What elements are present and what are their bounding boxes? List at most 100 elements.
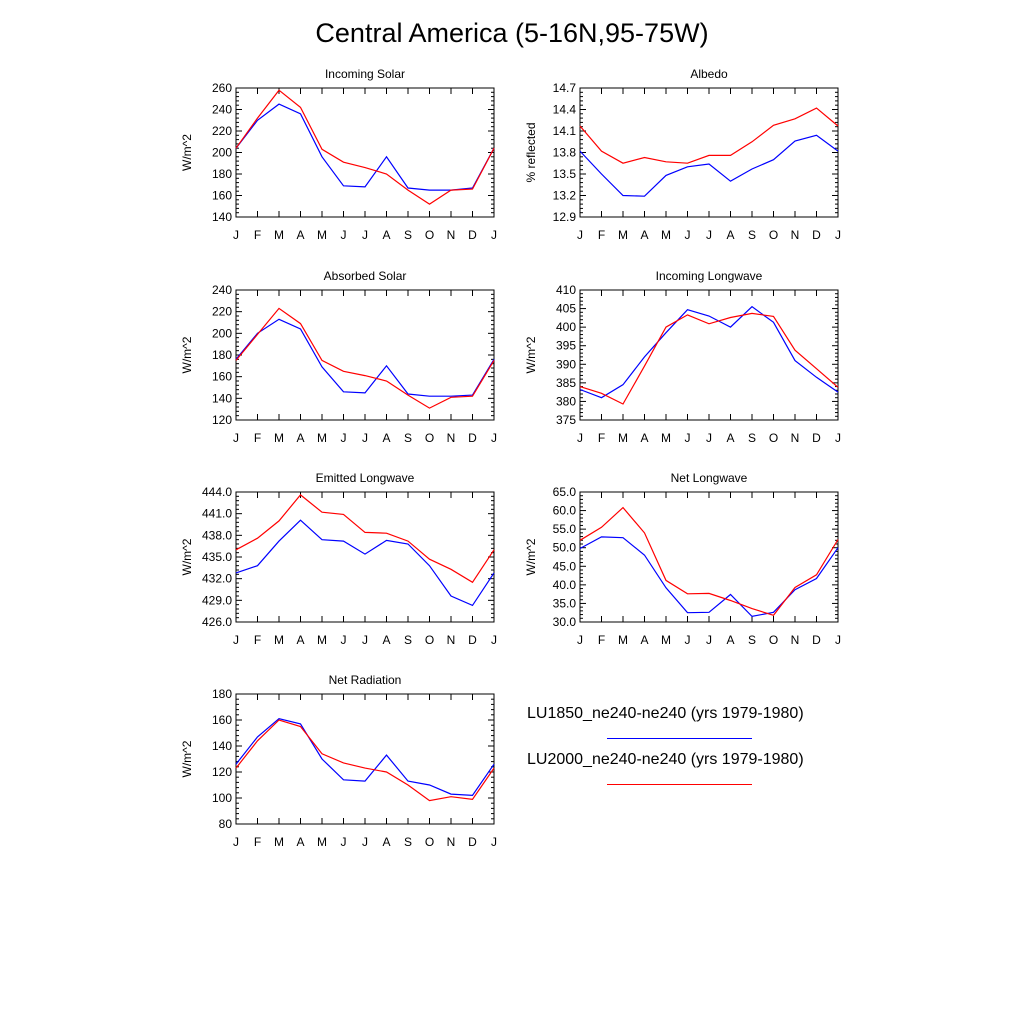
x-tick-label: S (404, 633, 412, 647)
x-tick-label: F (598, 228, 605, 242)
x-tick-label: N (447, 835, 456, 849)
y-tick-label: 140 (212, 391, 232, 405)
y-tick-label: 14.7 (553, 81, 577, 95)
x-tick-label: J (685, 228, 691, 242)
y-tick-label: 120 (212, 765, 232, 779)
x-tick-label: J (491, 228, 497, 242)
x-tick-label: J (362, 835, 368, 849)
x-tick-label: S (404, 228, 412, 242)
x-tick-label: A (640, 633, 648, 647)
y-tick-label: 180 (212, 687, 232, 701)
x-tick-label: M (618, 228, 628, 242)
x-tick-label: J (491, 431, 497, 445)
y-tick-label: 240 (212, 103, 232, 117)
x-tick-label: D (468, 835, 477, 849)
y-tick-label: 200 (212, 326, 232, 340)
panel-title: Net Radiation (329, 673, 402, 687)
panel-4: Incoming Longwave W/m^2 375 380 385 390 395 400… (524, 269, 841, 445)
x-tick-label: J (491, 835, 497, 849)
x-tick-label: D (468, 228, 477, 242)
x-tick-label: M (317, 633, 327, 647)
panel-title: Net Longwave (671, 471, 748, 485)
x-tick-label: A (382, 431, 390, 445)
y-axis-label: W/m^2 (524, 336, 538, 373)
x-tick-label: O (425, 835, 434, 849)
y-tick-label: 160 (212, 189, 232, 203)
x-tick-label: S (404, 431, 412, 445)
y-tick-label: 405 (556, 302, 576, 316)
x-tick-label: M (274, 228, 284, 242)
y-tick-label: 14.1 (553, 124, 577, 138)
plot-frame (579, 87, 839, 218)
x-tick-label: J (362, 431, 368, 445)
y-tick-label: 12.9 (553, 210, 577, 224)
x-tick-label: F (254, 633, 261, 647)
x-tick-label: J (835, 228, 841, 242)
y-axis-label: W/m^2 (524, 538, 538, 575)
x-tick-label: J (233, 835, 239, 849)
x-tick-label: J (341, 633, 347, 647)
series-line-1 (579, 305, 839, 399)
y-tick-label: 395 (556, 339, 576, 353)
x-tick-label: J (685, 633, 691, 647)
x-tick-label: J (362, 633, 368, 647)
panel-title: Emitted Longwave (316, 471, 415, 485)
series-line-1 (235, 318, 495, 397)
y-tick-label: 50.0 (553, 541, 577, 555)
series-line-2 (235, 494, 495, 584)
y-tick-label: 390 (556, 357, 576, 371)
x-tick-label: M (317, 835, 327, 849)
y-axis-label: % reflected (524, 122, 538, 182)
series-line-1 (235, 519, 495, 607)
y-tick-label: 13.8 (553, 146, 577, 160)
x-tick-label: O (425, 228, 434, 242)
y-tick-label: 65.0 (553, 485, 577, 499)
x-tick-label: D (812, 228, 821, 242)
plot-frame (235, 491, 495, 623)
x-tick-label: A (382, 633, 390, 647)
y-tick-label: 410 (556, 283, 576, 297)
x-tick-label: A (296, 431, 304, 445)
y-tick-label: 100 (212, 791, 232, 805)
y-tick-label: 45.0 (553, 559, 577, 573)
x-tick-label: J (341, 835, 347, 849)
y-tick-label: 435.0 (202, 550, 232, 564)
y-tick-label: 220 (212, 124, 232, 138)
y-tick-label: 385 (556, 376, 576, 390)
series-line-1 (235, 718, 495, 797)
x-tick-label: A (296, 835, 304, 849)
series-line-1 (235, 103, 495, 191)
legend-label-series-2: LU2000_ne240-ne240 (yrs 1979-1980) (527, 751, 804, 768)
x-tick-label: J (577, 431, 583, 445)
x-tick-label: D (468, 633, 477, 647)
y-tick-label: 220 (212, 305, 232, 319)
y-tick-label: 140 (212, 210, 232, 224)
panel-title: Incoming Longwave (656, 269, 763, 283)
x-tick-label: S (748, 633, 756, 647)
x-tick-label: J (341, 228, 347, 242)
legend-label-series-1: LU1850_ne240-ne240 (yrs 1979-1980) (527, 705, 804, 722)
y-tick-label: 240 (212, 283, 232, 297)
x-tick-label: A (382, 835, 390, 849)
series-line-2 (579, 107, 839, 164)
x-tick-label: N (791, 228, 800, 242)
y-tick-label: 14.4 (553, 103, 577, 117)
x-tick-label: J (685, 431, 691, 445)
x-tick-label: S (748, 228, 756, 242)
panel-6: Net Longwave W/m^2 30.0 35.0 40.0 45.0 50.0 55.… (524, 471, 841, 647)
y-tick-label: 160 (212, 713, 232, 727)
x-tick-label: M (618, 431, 628, 445)
x-tick-label: N (447, 633, 456, 647)
y-tick-label: 260 (212, 81, 232, 95)
y-tick-label: 444.0 (202, 485, 232, 499)
x-tick-label: D (468, 431, 477, 445)
x-tick-label: M (661, 431, 671, 445)
x-tick-label: O (769, 228, 778, 242)
x-tick-label: J (491, 633, 497, 647)
y-tick-label: 30.0 (553, 615, 577, 629)
x-tick-label: M (317, 228, 327, 242)
x-tick-label: M (274, 633, 284, 647)
y-tick-label: 380 (556, 394, 576, 408)
y-axis-label: W/m^2 (180, 740, 194, 777)
